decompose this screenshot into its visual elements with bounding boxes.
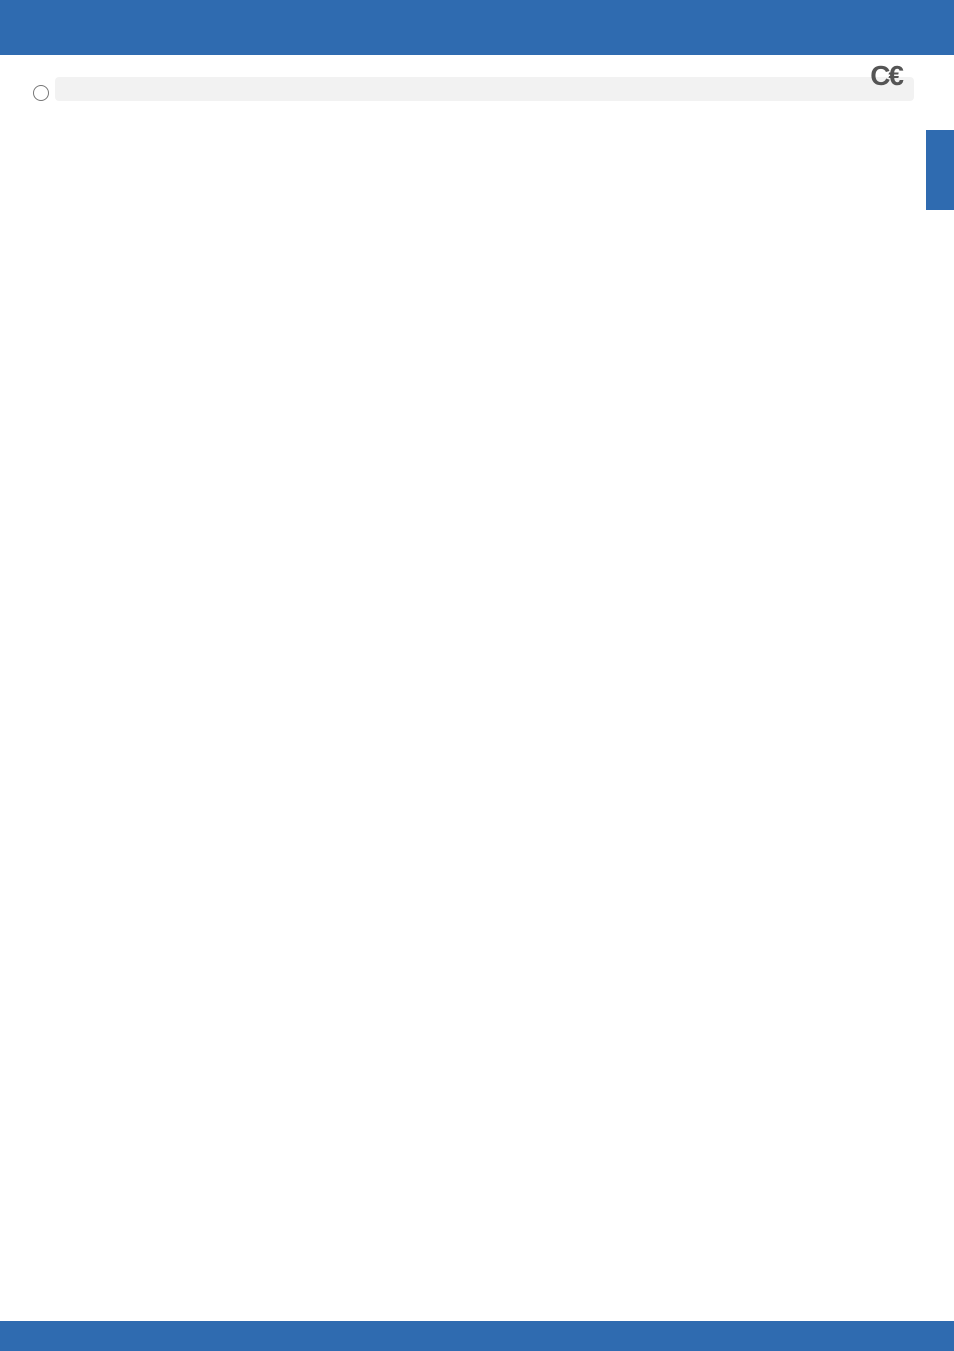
side-language-tab [926,130,954,210]
ce-mark: C€ [870,57,902,95]
footer-bar [0,1321,954,1351]
warning-box: C€ [55,77,914,101]
lang-badge [33,85,49,101]
top-bar [0,0,954,55]
